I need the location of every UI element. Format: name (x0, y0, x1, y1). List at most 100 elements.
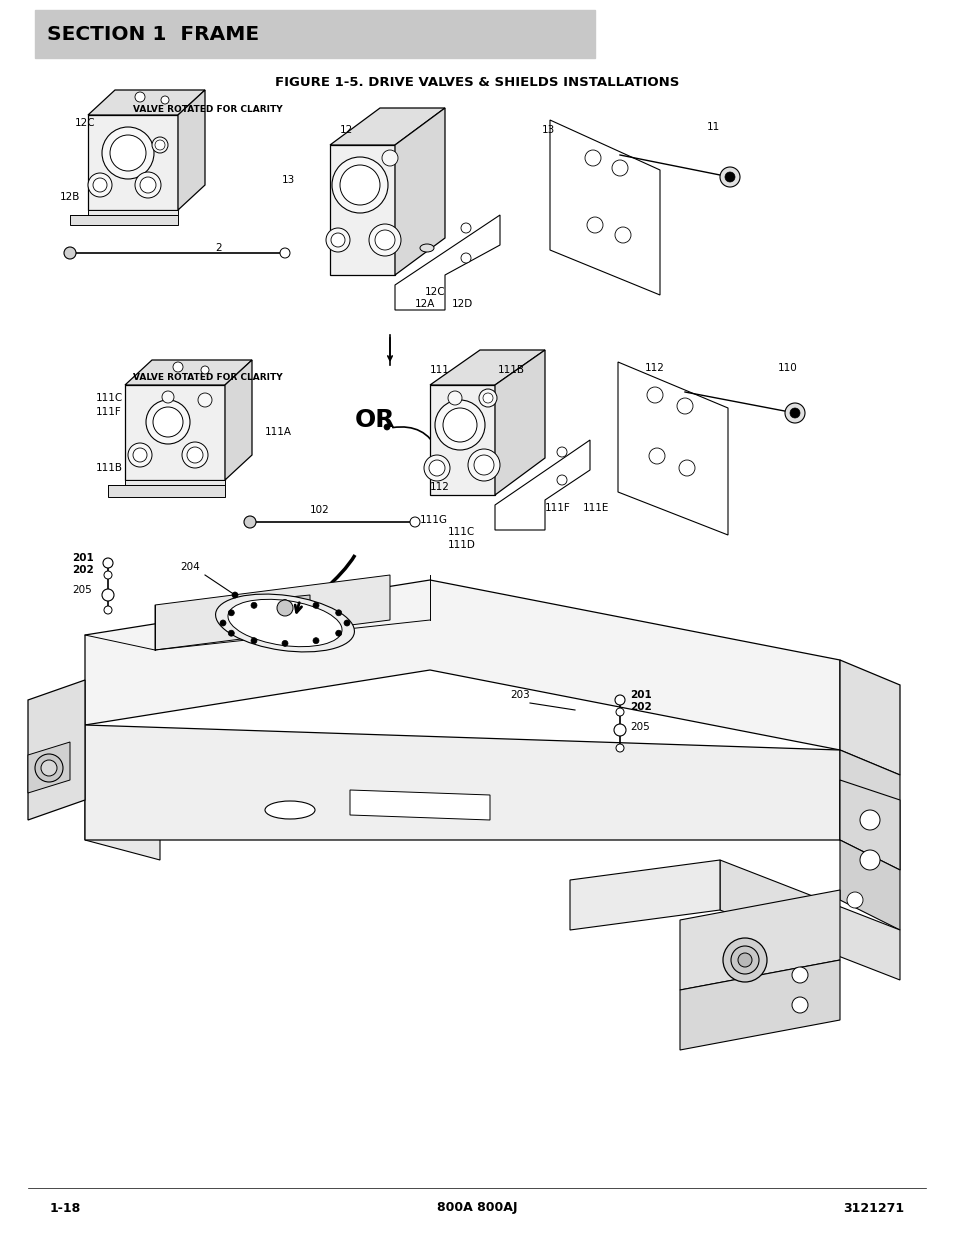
Polygon shape (260, 595, 310, 620)
Circle shape (429, 459, 444, 475)
Circle shape (612, 161, 627, 177)
Text: 3121271: 3121271 (842, 1202, 903, 1214)
Circle shape (161, 96, 169, 104)
Text: 110: 110 (778, 363, 797, 373)
Text: 2: 2 (214, 243, 221, 253)
Circle shape (375, 230, 395, 249)
Polygon shape (70, 210, 178, 215)
Circle shape (251, 637, 256, 643)
Circle shape (162, 391, 173, 403)
Circle shape (102, 589, 113, 601)
Circle shape (730, 946, 759, 974)
Text: 13: 13 (541, 125, 555, 135)
Circle shape (369, 224, 400, 256)
Circle shape (104, 606, 112, 614)
Circle shape (846, 892, 862, 908)
Circle shape (791, 997, 807, 1013)
Text: FIGURE 1-5. DRIVE VALVES & SHIELDS INSTALLATIONS: FIGURE 1-5. DRIVE VALVES & SHIELDS INSTA… (274, 75, 679, 89)
Circle shape (789, 408, 800, 417)
Circle shape (339, 165, 379, 205)
Circle shape (313, 637, 318, 643)
Circle shape (784, 403, 804, 424)
Polygon shape (720, 860, 899, 981)
Circle shape (220, 620, 226, 626)
Circle shape (232, 592, 237, 598)
Polygon shape (154, 576, 390, 650)
Circle shape (313, 603, 318, 609)
Circle shape (616, 708, 623, 716)
Text: 800A 800AJ: 800A 800AJ (436, 1202, 517, 1214)
Polygon shape (125, 385, 225, 480)
Text: VALVE ROTATED FOR CLARITY: VALVE ROTATED FOR CLARITY (132, 373, 282, 383)
Circle shape (244, 516, 255, 529)
Polygon shape (430, 385, 495, 495)
Text: 203: 203 (510, 690, 529, 700)
Text: 12C: 12C (75, 119, 95, 128)
Polygon shape (430, 350, 544, 385)
Polygon shape (330, 107, 444, 144)
Polygon shape (85, 580, 840, 750)
Circle shape (103, 558, 112, 568)
Polygon shape (840, 750, 899, 869)
Circle shape (88, 173, 112, 198)
Circle shape (460, 224, 471, 233)
Circle shape (482, 393, 493, 403)
Ellipse shape (215, 594, 355, 652)
Circle shape (448, 391, 461, 405)
Circle shape (381, 149, 397, 165)
Text: 112: 112 (644, 363, 664, 373)
Text: 205: 205 (71, 585, 91, 595)
Circle shape (228, 630, 234, 636)
Polygon shape (840, 659, 899, 776)
Circle shape (154, 140, 165, 149)
Circle shape (614, 724, 625, 736)
Polygon shape (108, 485, 225, 496)
Ellipse shape (265, 802, 314, 819)
Circle shape (679, 459, 695, 475)
Polygon shape (108, 480, 225, 485)
Text: 111B: 111B (497, 366, 524, 375)
Polygon shape (70, 215, 178, 225)
Text: 102: 102 (310, 505, 330, 515)
Text: 11: 11 (706, 122, 720, 132)
Circle shape (132, 448, 147, 462)
Circle shape (198, 393, 212, 408)
Polygon shape (85, 725, 840, 840)
Circle shape (468, 450, 499, 480)
Circle shape (102, 127, 153, 179)
Circle shape (282, 641, 288, 646)
Polygon shape (330, 144, 395, 275)
Polygon shape (840, 840, 899, 930)
Circle shape (146, 400, 190, 445)
Circle shape (110, 135, 146, 170)
Circle shape (332, 157, 388, 212)
Circle shape (474, 454, 494, 475)
Text: 12: 12 (339, 125, 353, 135)
Ellipse shape (228, 599, 342, 647)
Circle shape (344, 620, 350, 626)
Text: SECTION 1  FRAME: SECTION 1 FRAME (47, 25, 259, 43)
Text: 201: 201 (71, 553, 93, 563)
Circle shape (677, 398, 692, 414)
Bar (35, 10, 595, 58)
Ellipse shape (419, 245, 434, 252)
Circle shape (615, 227, 630, 243)
Text: 201: 201 (629, 690, 651, 700)
Polygon shape (618, 362, 727, 535)
Circle shape (423, 454, 450, 480)
Polygon shape (495, 440, 589, 530)
Circle shape (280, 248, 290, 258)
Circle shape (722, 939, 766, 982)
Circle shape (35, 755, 63, 782)
Circle shape (720, 167, 740, 186)
Circle shape (616, 743, 623, 752)
Polygon shape (840, 781, 899, 869)
Circle shape (140, 177, 156, 193)
Text: 111E: 111E (582, 503, 609, 513)
Circle shape (859, 850, 879, 869)
Circle shape (646, 387, 662, 403)
Circle shape (92, 178, 107, 191)
Polygon shape (495, 350, 544, 495)
FancyArrowPatch shape (393, 427, 437, 451)
Circle shape (648, 448, 664, 464)
